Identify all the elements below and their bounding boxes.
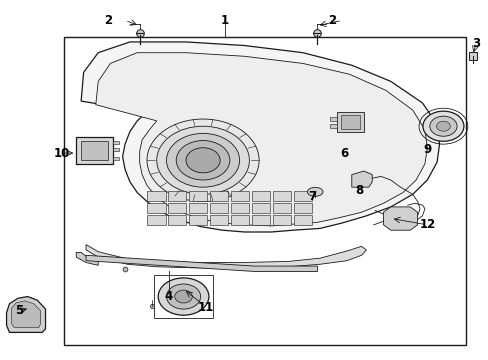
- Bar: [209, 191, 228, 201]
- Bar: [340, 115, 359, 129]
- Bar: [113, 148, 119, 151]
- Circle shape: [185, 148, 220, 173]
- Circle shape: [422, 111, 463, 141]
- Bar: [230, 191, 249, 201]
- Text: 9: 9: [422, 143, 430, 156]
- Bar: [251, 215, 270, 225]
- Text: 10: 10: [53, 147, 70, 159]
- Bar: [154, 275, 212, 318]
- Text: 12: 12: [418, 218, 435, 231]
- Bar: [64, 37, 466, 345]
- Bar: [251, 191, 270, 201]
- Bar: [293, 203, 312, 213]
- Bar: [113, 157, 119, 160]
- Circle shape: [166, 284, 200, 309]
- Text: 5: 5: [15, 305, 23, 318]
- Bar: [293, 191, 312, 201]
- Polygon shape: [86, 244, 366, 268]
- Circle shape: [429, 116, 456, 136]
- Bar: [293, 215, 312, 225]
- Circle shape: [166, 134, 239, 187]
- Bar: [230, 203, 249, 213]
- Bar: [251, 203, 270, 213]
- Bar: [147, 191, 165, 201]
- Bar: [167, 191, 186, 201]
- Polygon shape: [96, 53, 427, 226]
- Bar: [147, 215, 165, 225]
- Polygon shape: [81, 42, 439, 232]
- Text: 8: 8: [354, 184, 363, 197]
- Bar: [76, 137, 113, 164]
- Text: 2: 2: [327, 14, 336, 27]
- Text: 1: 1: [221, 14, 228, 27]
- Bar: [188, 203, 207, 213]
- Bar: [329, 117, 336, 121]
- Circle shape: [174, 290, 192, 303]
- Text: 7: 7: [308, 190, 316, 203]
- Bar: [167, 203, 186, 213]
- Bar: [188, 215, 207, 225]
- Polygon shape: [76, 252, 98, 265]
- Text: 6: 6: [340, 147, 348, 159]
- Circle shape: [176, 140, 229, 180]
- Text: 4: 4: [164, 290, 173, 303]
- Bar: [188, 191, 207, 201]
- Polygon shape: [86, 255, 317, 271]
- Bar: [209, 203, 228, 213]
- Bar: [272, 203, 291, 213]
- Text: 2: 2: [103, 14, 112, 27]
- Bar: [147, 203, 165, 213]
- Bar: [272, 191, 291, 201]
- Bar: [272, 215, 291, 225]
- Bar: [336, 112, 363, 132]
- Circle shape: [158, 278, 208, 315]
- Bar: [81, 140, 108, 160]
- Bar: [167, 215, 186, 225]
- Bar: [230, 215, 249, 225]
- Polygon shape: [6, 297, 45, 332]
- Bar: [329, 124, 336, 128]
- Polygon shape: [383, 207, 417, 230]
- Circle shape: [157, 126, 249, 194]
- Polygon shape: [11, 301, 41, 328]
- Text: 11: 11: [197, 301, 213, 314]
- Bar: [209, 215, 228, 225]
- Polygon shape: [351, 171, 371, 187]
- Circle shape: [147, 119, 259, 202]
- Bar: [113, 140, 119, 144]
- Circle shape: [436, 121, 449, 131]
- Text: 3: 3: [471, 37, 479, 50]
- Ellipse shape: [307, 187, 323, 196]
